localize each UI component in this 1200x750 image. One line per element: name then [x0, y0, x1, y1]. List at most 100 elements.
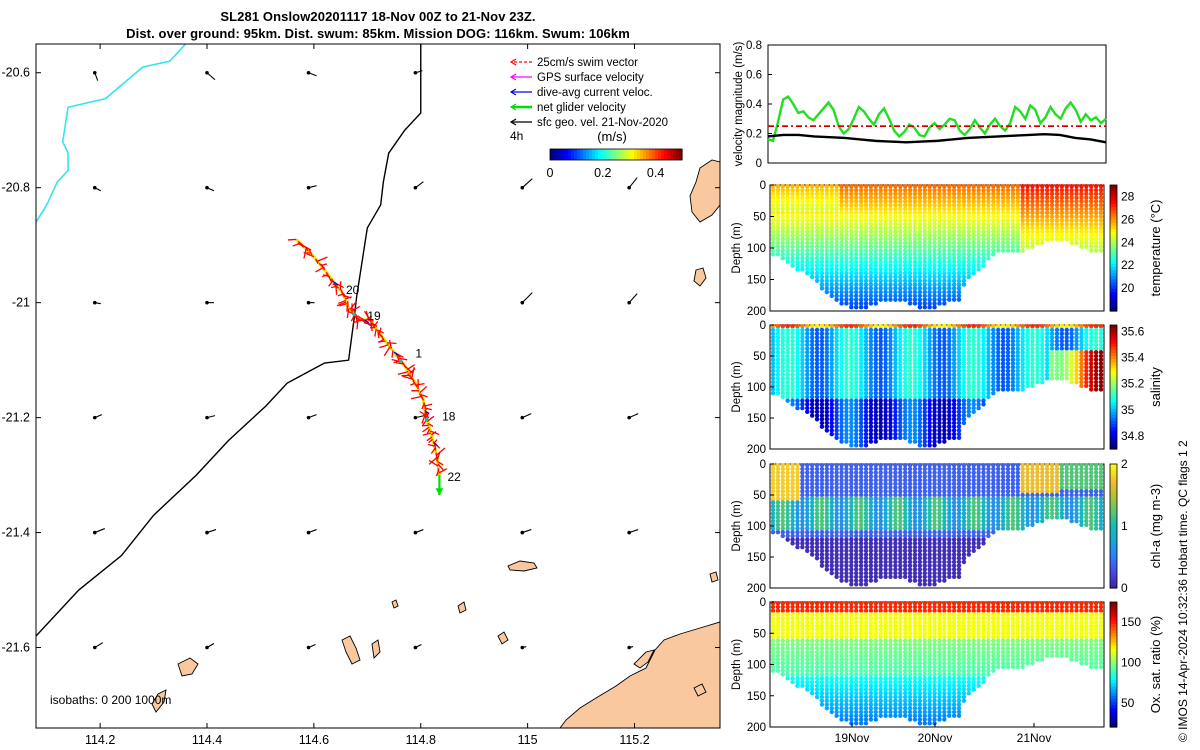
profile-sample — [1005, 233, 1011, 238]
profile-sample — [907, 195, 913, 200]
profile-sample — [902, 324, 908, 329]
profile-sample — [951, 206, 957, 212]
profile-sample — [785, 357, 790, 362]
profile-sample — [995, 225, 1001, 231]
geo-vector-head — [306, 645, 311, 650]
profile-sample — [893, 338, 898, 344]
profile-sample — [790, 191, 795, 197]
profile-sample — [937, 214, 942, 219]
profile-sample — [795, 376, 800, 381]
profile-sample — [947, 221, 952, 227]
swim-vector — [346, 305, 349, 312]
profile-sample — [854, 184, 859, 189]
profile-sample — [1025, 233, 1030, 238]
profile-sample — [893, 346, 898, 351]
profile-sample — [785, 240, 790, 246]
profile-sample — [1069, 218, 1074, 223]
profile-sample — [863, 379, 869, 385]
geo-vector-head — [205, 70, 209, 75]
profile-sample — [991, 233, 996, 238]
profile-sample — [942, 199, 947, 204]
profile-sample — [824, 274, 830, 280]
profile-sample — [819, 255, 825, 261]
profile-sample — [824, 372, 830, 377]
profile-sample — [883, 398, 888, 403]
profile-sample — [873, 252, 879, 257]
profile-sample — [795, 184, 800, 189]
profile-sample — [888, 229, 893, 234]
profile-sample — [868, 431, 874, 437]
profile-sample — [873, 286, 879, 291]
profile-sample — [780, 372, 785, 377]
profile-sample — [912, 214, 918, 219]
profile-sample — [898, 206, 903, 212]
profile-sample — [1030, 233, 1035, 238]
profile-sample — [868, 255, 874, 261]
panel-colorbar-segment — [1110, 285, 1117, 290]
profile-sample — [1093, 248, 1099, 253]
profile-sample — [805, 548, 810, 553]
profile-sample — [819, 214, 825, 219]
profile-sample — [1025, 218, 1030, 223]
profile-sample — [814, 376, 820, 381]
profile-sample — [868, 289, 874, 295]
colorbar-segment — [589, 149, 593, 160]
profile-sample — [824, 428, 830, 433]
profile-sample — [829, 350, 834, 355]
profile-sample — [844, 364, 849, 370]
profile-sample — [951, 271, 957, 276]
profile-sample — [1064, 210, 1069, 215]
panel-colorbar-label: salinity — [1148, 367, 1163, 407]
profile-sample — [829, 282, 834, 287]
profile-sample — [854, 301, 859, 306]
profile-sample — [971, 184, 976, 189]
profile-sample — [1049, 236, 1055, 242]
profile-sample — [898, 368, 903, 374]
swim-vector — [297, 240, 304, 247]
profile-sample — [780, 353, 785, 359]
profile-sample — [854, 361, 859, 366]
profile-sample — [961, 274, 967, 280]
profile-sample — [819, 361, 825, 366]
panel-colorbar-segment — [1110, 254, 1117, 259]
profile-sample — [917, 225, 923, 231]
profile-sample — [873, 417, 879, 422]
profile-sample — [907, 391, 913, 396]
profile-sample — [873, 327, 879, 333]
profile-sample — [1079, 202, 1084, 208]
depth-tick-label: 100 — [747, 382, 766, 394]
profile-sample — [898, 289, 903, 295]
profile-sample — [883, 387, 888, 392]
profile-sample — [932, 274, 937, 280]
profile-sample — [898, 574, 903, 580]
profile-sample — [809, 202, 815, 208]
profile-sample — [883, 289, 888, 295]
geo-vector-head — [205, 645, 209, 650]
profile-sample — [1054, 191, 1060, 197]
profile-sample — [868, 206, 874, 212]
profile-sample — [868, 327, 874, 333]
profile-sample — [854, 236, 859, 242]
profile-sample — [907, 361, 913, 366]
profile-sample — [1044, 191, 1050, 197]
profile-sample — [927, 305, 932, 310]
profile-sample — [981, 255, 986, 261]
profile-sample — [1079, 184, 1084, 189]
profile-sample — [893, 210, 898, 215]
profile-sample — [809, 236, 815, 242]
profile-sample — [873, 391, 879, 396]
profile-sample — [824, 346, 830, 351]
profile-sample — [854, 405, 859, 411]
panel-colorbar-segment — [1110, 301, 1117, 306]
profile-sample — [922, 255, 927, 261]
profile-sample — [1000, 225, 1006, 231]
profile-sample — [863, 184, 869, 189]
profile-sample — [902, 405, 908, 411]
profile-sample — [942, 229, 947, 234]
profile-sample — [991, 210, 996, 215]
profile-sample — [1059, 229, 1065, 234]
profile-sample — [854, 282, 859, 287]
profile-sample — [888, 376, 893, 381]
profile-sample — [770, 391, 776, 396]
profile-sample — [839, 387, 844, 392]
